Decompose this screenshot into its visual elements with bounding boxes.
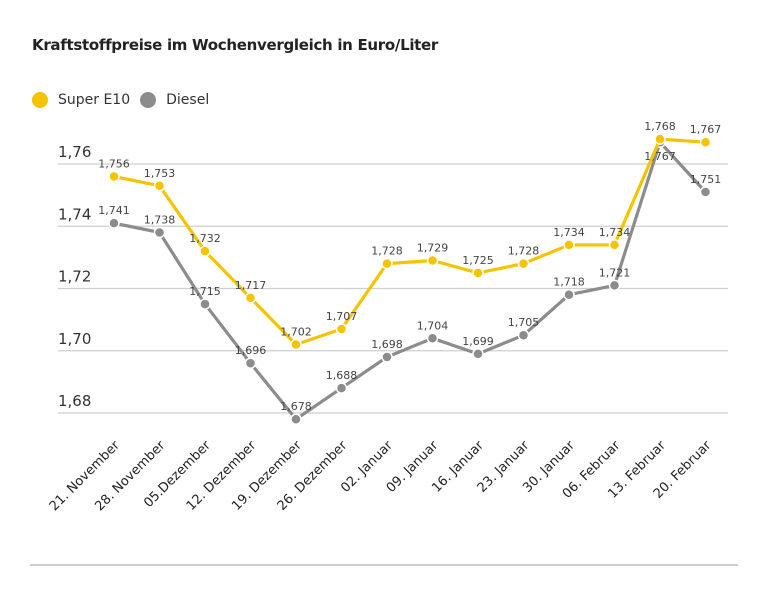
data-label: 1,738 [144,213,176,226]
data-label: 1,753 [144,167,176,180]
data-point [108,217,120,229]
series-line-super-e10 [113,137,706,347]
data-label: 1,718 [553,276,585,289]
data-label: 1,768 [644,120,676,133]
data-label: 1,729 [417,241,449,254]
data-label: 1,734 [553,226,585,239]
data-point [426,332,439,345]
data-label: 1,734 [599,226,631,239]
legend-label-diesel: Diesel [166,92,210,108]
data-label: 1,756 [98,157,130,170]
data-label: 1,741 [98,204,130,217]
data-label: 1,688 [326,369,358,382]
chart-title: Kraftstoffpreise im Wochenvergleich in E… [32,36,439,54]
data-point [426,254,439,267]
data-point [517,329,530,341]
data-label: 1,707 [326,310,358,323]
data-label: 1,715 [189,285,221,298]
data-point [381,257,393,270]
y-tick-label: 1,72 [58,268,91,286]
data-point [699,186,712,198]
data-point [199,298,211,310]
data-point [153,226,166,239]
series-line-diesel [113,140,707,421]
legend: Super E10 Diesel [32,92,219,108]
y-tick-label: 1,74 [58,205,91,223]
legend-label-super-e10: Super E10 [58,92,131,108]
data-label: 1,702 [280,326,312,339]
data-point [153,180,166,192]
data-point [472,348,484,360]
data-point [199,245,211,257]
data-label: 1,751 [690,173,722,186]
data-label: 1,696 [235,344,267,357]
data-point [699,136,712,148]
data-point [472,267,484,279]
data-point [335,323,348,335]
data-label: 1,698 [371,338,403,351]
data-label: 1,728 [371,245,403,258]
data-point [244,292,257,304]
data-label: 1,678 [280,400,312,413]
y-tick-label: 1,76 [58,143,91,161]
data-point [290,413,302,425]
data-label: 1,767 [690,123,722,136]
data-point [290,338,302,351]
data-label: 1,717 [235,279,267,292]
data-point [335,382,348,394]
data-point [563,239,575,251]
data-label: 1,725 [462,254,494,267]
data-label: 1,721 [599,266,631,279]
data-label: 1,699 [462,335,494,348]
data-point [244,357,257,369]
data-point [608,279,621,292]
legend-marker-super-e10 [32,92,48,108]
legend-marker-diesel [140,92,157,108]
data-point [381,351,393,363]
data-point [517,257,530,270]
data-point [108,170,120,183]
data-label: 1,705 [508,316,540,329]
data-point [608,239,621,251]
data-point [563,288,575,301]
data-label: 1,704 [417,319,449,332]
y-tick-label: 1,70 [58,330,91,348]
data-label: 1,732 [189,232,221,245]
data-label: 1,728 [508,245,540,258]
data-point [654,133,666,145]
y-tick-label: 1,68 [58,392,91,410]
